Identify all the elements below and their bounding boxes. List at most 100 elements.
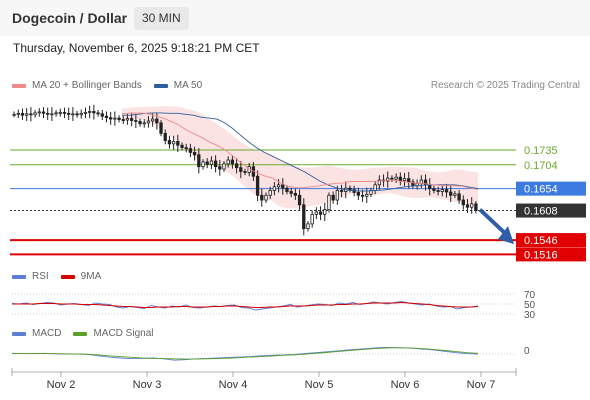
ma50-swatch: [153, 83, 168, 88]
rsi-level-label: 70: [524, 290, 536, 301]
level-tag-bg: [516, 247, 586, 262]
ma20-line: [121, 112, 479, 191]
x-tick-label: Nov 6: [391, 379, 420, 391]
candle-body: [335, 190, 340, 201]
candle-body: [461, 199, 465, 206]
time-axis: Nov 2 Nov 3 Nov 4 Nov 5 Nov 6 Nov 7: [11, 368, 517, 391]
candle-body: [356, 192, 361, 196]
rsi-legend: RSI 9MA: [12, 271, 113, 282]
candle-body: [285, 187, 289, 192]
candle-body: [184, 147, 188, 150]
candle-body: [142, 122, 146, 125]
candle-body: [264, 194, 268, 201]
candle-body: [121, 119, 125, 121]
candle-body: [75, 113, 79, 116]
candle-body: [327, 194, 331, 210]
candle-body: [226, 159, 230, 165]
candle-body: [188, 148, 193, 153]
forecast-arrow-icon: [478, 208, 514, 245]
candle-body: [150, 118, 155, 122]
candle-body: [289, 191, 293, 194]
ma50-legend-label: MA 50: [173, 80, 203, 91]
price-legend: MA 20 + Bollinger Bands MA 50: [12, 80, 214, 91]
rsi-legend-label: RSI: [32, 271, 49, 282]
candle-body: [260, 194, 264, 201]
candle-body: [197, 154, 201, 168]
level-tag-5: 0.1516: [516, 247, 586, 262]
moving-averages: [121, 112, 479, 192]
candle-body: [436, 190, 440, 192]
level-tag-bg: [516, 233, 586, 248]
candle-body: [129, 118, 134, 121]
candle-body: [50, 113, 54, 116]
candle-body: [104, 115, 109, 119]
level-tag-value: 0.1546: [524, 235, 558, 247]
candle-body: [29, 113, 33, 116]
candle-body: [360, 194, 365, 197]
instrument-title: Dogecoin / Dollar: [12, 10, 128, 26]
candle-body: [457, 193, 461, 201]
candle-body: [180, 144, 184, 149]
candle-body: [453, 193, 457, 196]
candle-body: [293, 192, 298, 196]
candle-body: [83, 111, 88, 114]
price-level-tags: 0.1735 0.1704 0.1654 0.1608 0.1546 0.1516: [516, 145, 586, 262]
candle-body: [171, 141, 176, 145]
rsi-swatch: [12, 274, 26, 279]
candle-body: [54, 112, 58, 115]
candle-body: [92, 111, 96, 114]
candle-body: [377, 179, 382, 186]
macd-legend: MACD MACD Signal: [12, 328, 165, 339]
x-tick-label: Nov 7: [467, 379, 496, 391]
candle-body: [428, 184, 432, 190]
candle-body: [33, 112, 37, 116]
level-tag-value: 0.1516: [524, 249, 558, 261]
candle-body: [125, 118, 130, 121]
candle-body: [201, 161, 205, 168]
candle-body: [58, 111, 62, 114]
candle-body: [239, 167, 243, 172]
candle-body: [222, 163, 226, 170]
macd-swatch: [12, 331, 26, 336]
level-label-0: 0.1735: [524, 145, 558, 157]
x-tick-label: Nov 5: [305, 379, 334, 391]
level-tag-bg: [516, 181, 586, 196]
arrow-head: [498, 226, 514, 245]
candle-body: [79, 112, 83, 116]
macd-panel: 0: [11, 346, 530, 361]
research-credit: Research © 2025 Trading Central: [430, 80, 580, 91]
candle-body: [449, 191, 453, 196]
candle-body: [209, 160, 214, 165]
candle-body: [339, 190, 344, 192]
candle-body: [297, 194, 302, 206]
candle-body: [71, 113, 75, 116]
candle-body: [96, 112, 100, 115]
candle-body: [113, 117, 117, 120]
candle-body: [365, 193, 369, 197]
candle-body: [213, 160, 218, 168]
bollinger-band: [122, 106, 478, 209]
candle-body: [281, 184, 285, 189]
candle-body: [373, 184, 377, 191]
candle-body: [117, 117, 121, 120]
candle-body: [440, 189, 444, 192]
macd-signal-legend-label: MACD Signal: [93, 328, 154, 339]
candle-body: [12, 113, 16, 116]
candle-body: [88, 111, 92, 113]
candle-body: [444, 189, 449, 193]
candle-body: [20, 112, 25, 116]
timeframe-badge[interactable]: 30 MIN: [134, 7, 189, 30]
level-tag-4: 0.1546: [516, 233, 586, 248]
level-label-1: 0.1704: [524, 160, 558, 172]
level-tag-bg: [516, 203, 586, 218]
level-tag-2: 0.1654: [516, 181, 586, 196]
candle-body: [218, 166, 222, 170]
candle-body: [234, 163, 239, 169]
candle-body: [100, 113, 104, 117]
candle-body: [474, 203, 478, 211]
candle-body: [46, 112, 50, 115]
timestamp: Thursday, November 6, 2025 9:18:21 PM CE…: [13, 41, 260, 55]
x-tick-label: Nov 4: [219, 379, 248, 391]
